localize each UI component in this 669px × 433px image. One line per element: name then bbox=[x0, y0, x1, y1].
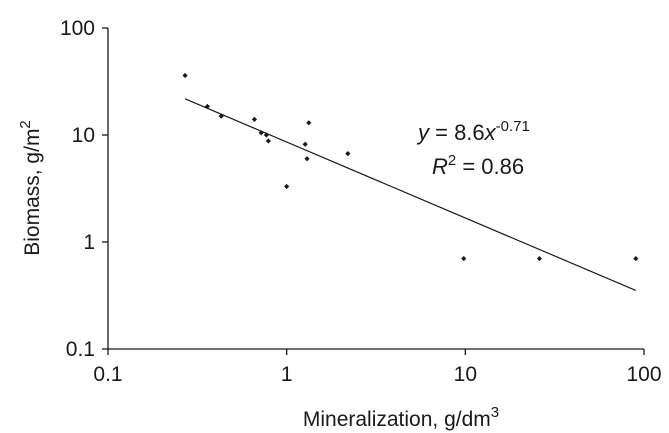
data-point bbox=[461, 255, 467, 262]
ticks bbox=[102, 27, 645, 355]
x-tick-label: 100 bbox=[626, 363, 661, 386]
equation-x: x bbox=[484, 120, 497, 145]
y-axis-title-sup: 2 bbox=[17, 120, 34, 128]
y-tick-label: 10 bbox=[72, 124, 95, 147]
y-tick-label: 0.1 bbox=[66, 338, 95, 361]
data-point bbox=[263, 132, 269, 138]
equation-y: y bbox=[416, 120, 431, 145]
data-point bbox=[284, 183, 290, 190]
x-tick-label: 0.1 bbox=[93, 363, 122, 386]
data-point bbox=[306, 120, 312, 126]
x-axis-title-sup: 3 bbox=[491, 404, 499, 421]
data-point bbox=[345, 151, 351, 157]
data-point bbox=[251, 116, 258, 122]
x-tick-label: 1 bbox=[281, 363, 293, 386]
data-point bbox=[633, 255, 639, 262]
x-axis-title: Mineralization, g/dm3 bbox=[303, 404, 499, 431]
y-axis-title-text: Biomass, g/m bbox=[21, 129, 44, 256]
data-point bbox=[304, 156, 310, 162]
x-axis-title-text: Mineralization, g/dm bbox=[303, 408, 491, 431]
x-tick-label: 10 bbox=[454, 363, 477, 386]
data-points bbox=[182, 72, 639, 262]
tick-labels: 0.1 1 10 100 0.1 1 10 100 bbox=[60, 17, 662, 386]
equation-exponent: -0.71 bbox=[496, 118, 530, 135]
y-tick-label: 100 bbox=[60, 17, 95, 40]
data-point bbox=[302, 141, 308, 147]
data-point bbox=[265, 138, 271, 144]
trendline bbox=[184, 98, 637, 292]
equation-coefficient: = 8.6 bbox=[429, 120, 485, 145]
data-point bbox=[204, 103, 210, 110]
r2-r: R bbox=[432, 154, 448, 179]
axes bbox=[107, 28, 644, 350]
trendline-equation: y = 8.6x-0.71 bbox=[416, 118, 530, 145]
y-axis-title: Biomass, g/m2 bbox=[17, 120, 44, 256]
data-point bbox=[258, 130, 264, 136]
data-point bbox=[182, 72, 188, 79]
r2-sup: 2 bbox=[448, 152, 456, 169]
r-squared-label: R2 = 0.86 bbox=[432, 152, 524, 179]
data-point bbox=[536, 255, 543, 262]
r2-value: = 0.86 bbox=[456, 154, 524, 179]
y-tick-label: 1 bbox=[83, 231, 95, 254]
trendline-group bbox=[184, 98, 637, 292]
data-point bbox=[218, 113, 224, 119]
